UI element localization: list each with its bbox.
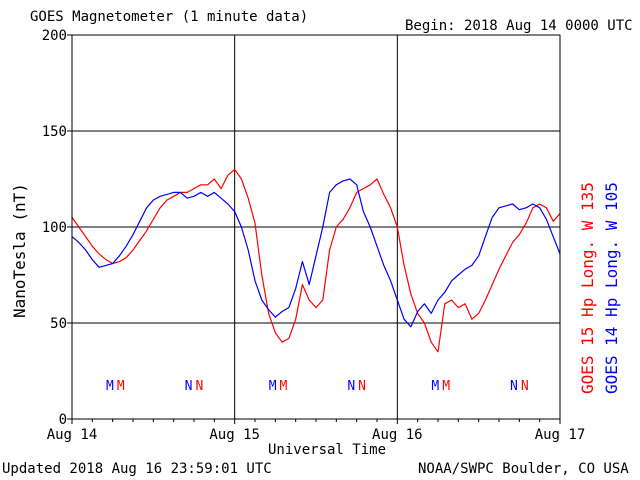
credit-text: NOAA/SWPC Boulder, CO USA — [418, 461, 629, 477]
y-tick-label: 100 — [42, 220, 67, 236]
series-lines — [71, 168, 561, 353]
axis-ticks: 0 50 100 150 200 Aug 14 Aug 15 Aug 16 Aug 17 — [42, 28, 586, 443]
midnight-marker: M — [442, 379, 450, 394]
grid-lines — [72, 35, 560, 419]
legend-goes15: GOES 15 Hp Long. W 135 — [578, 182, 597, 394]
goes15-series-line — [71, 168, 561, 353]
x-axis-label: Universal Time — [268, 442, 387, 458]
y-tick-label: 50 — [50, 316, 67, 332]
noon-marker: N — [196, 379, 204, 394]
noon-marker: N — [521, 379, 529, 394]
legend-goes14: GOES 14 Hp Long. W 105 — [602, 182, 621, 394]
begin-time: Begin: 2018 Aug 14 0000 UTC — [405, 18, 633, 34]
goes14-series-line — [71, 178, 561, 328]
midnight-marker: M — [269, 379, 277, 394]
y-tick-label: 200 — [42, 28, 67, 44]
x-tick-label: Aug 17 — [535, 427, 586, 443]
noon-marker: N — [347, 379, 355, 394]
midnight-marker: M — [117, 379, 125, 394]
noon-marker: N — [185, 379, 193, 394]
updated-text: Updated 2018 Aug 16 23:59:01 UTC — [2, 461, 272, 477]
midnight-marker: M — [106, 379, 114, 394]
chart-title: GOES Magnetometer (1 minute data) — [30, 9, 309, 25]
y-tick-label: 150 — [42, 124, 67, 140]
noon-marker: N — [510, 379, 518, 394]
x-tick-label: Aug 15 — [209, 427, 260, 443]
x-tick-label: Aug 16 — [372, 427, 423, 443]
midnight-marker: M — [431, 379, 439, 394]
noon-marker: N — [358, 379, 366, 394]
midnight-marker: M — [280, 379, 288, 394]
x-tick-label: Aug 14 — [47, 427, 98, 443]
y-axis-label: NanoTesla (nT) — [10, 183, 29, 318]
y-tick-label: 0 — [59, 412, 67, 428]
